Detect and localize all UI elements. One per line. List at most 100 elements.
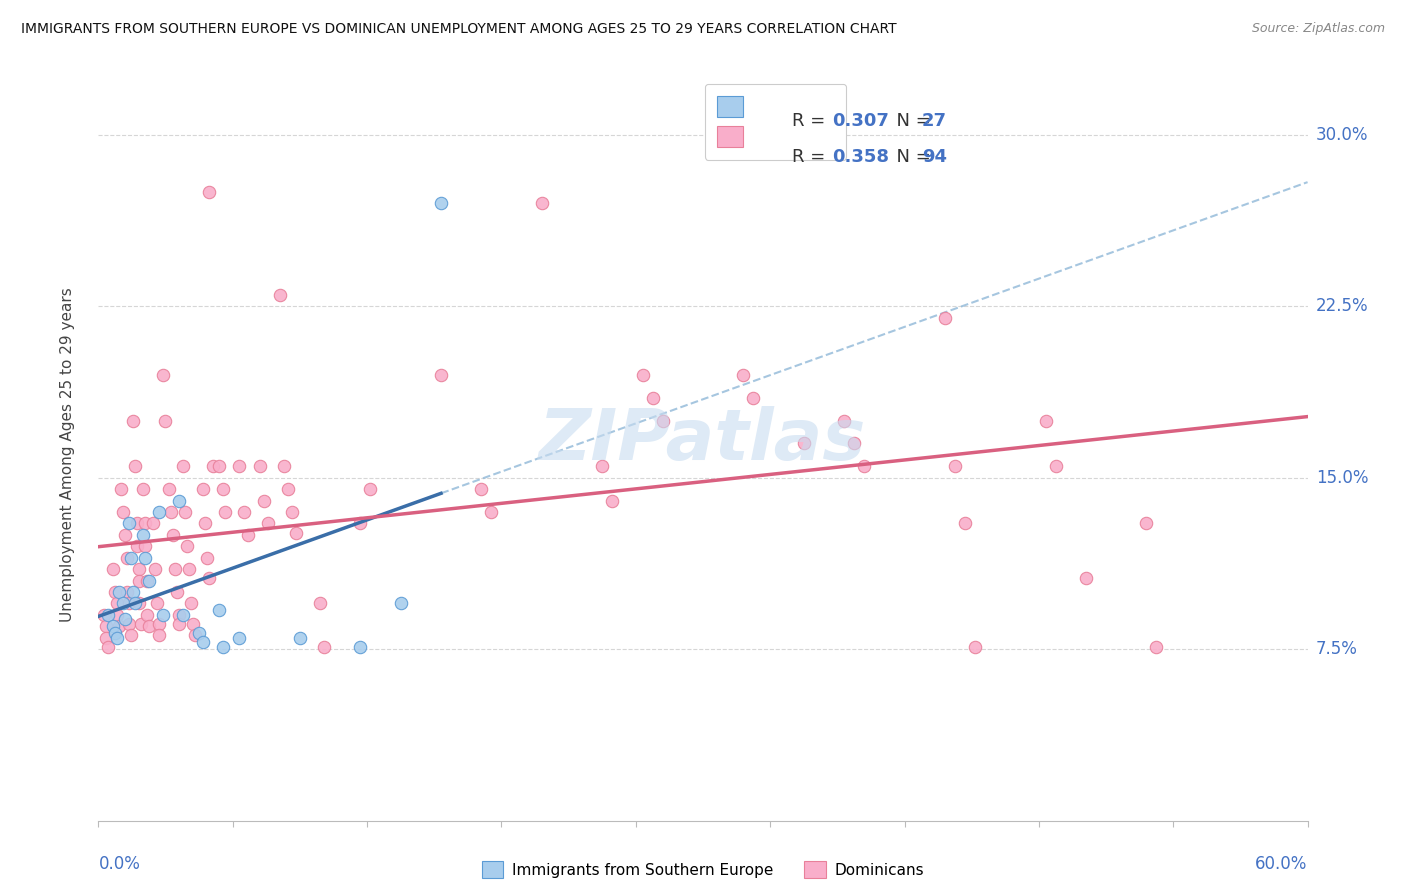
Point bbox=[97, 640, 120, 654]
Point bbox=[470, 482, 492, 496]
Point bbox=[208, 603, 231, 617]
Point bbox=[110, 482, 132, 496]
Text: R =: R = bbox=[793, 112, 831, 130]
Point bbox=[157, 482, 180, 496]
Point bbox=[481, 505, 503, 519]
Point bbox=[602, 493, 624, 508]
Text: R =: R = bbox=[793, 148, 831, 166]
Point bbox=[273, 459, 295, 474]
Point bbox=[733, 368, 755, 382]
Point bbox=[281, 505, 304, 519]
Point bbox=[853, 459, 876, 474]
Point bbox=[101, 562, 124, 576]
Y-axis label: Unemployment Among Ages 25 to 29 years: Unemployment Among Ages 25 to 29 years bbox=[60, 287, 75, 623]
Point bbox=[143, 562, 166, 576]
Point bbox=[148, 505, 170, 519]
Point bbox=[172, 607, 194, 622]
Text: N =: N = bbox=[886, 112, 936, 130]
Point bbox=[249, 459, 271, 474]
Text: 94: 94 bbox=[922, 148, 946, 166]
Point bbox=[107, 619, 129, 633]
Point bbox=[953, 516, 976, 531]
Point bbox=[138, 619, 160, 633]
Text: 0.358: 0.358 bbox=[832, 148, 889, 166]
Point bbox=[193, 635, 215, 649]
Point bbox=[167, 607, 190, 622]
Point bbox=[111, 505, 134, 519]
Point bbox=[214, 505, 236, 519]
Point bbox=[152, 368, 174, 382]
Point bbox=[212, 482, 235, 496]
Point bbox=[105, 597, 128, 611]
Point bbox=[176, 539, 198, 553]
Point bbox=[943, 459, 966, 474]
Text: 60.0%: 60.0% bbox=[1256, 855, 1308, 873]
Point bbox=[107, 585, 129, 599]
Point bbox=[1035, 414, 1057, 428]
Point bbox=[93, 607, 115, 622]
Point bbox=[128, 597, 150, 611]
Text: Source: ZipAtlas.com: Source: ZipAtlas.com bbox=[1251, 22, 1385, 36]
Point bbox=[188, 626, 211, 640]
Point bbox=[118, 516, 141, 531]
Point bbox=[349, 640, 371, 654]
Point bbox=[134, 550, 156, 565]
Point bbox=[114, 528, 136, 542]
Text: 0.307: 0.307 bbox=[832, 112, 889, 130]
Point bbox=[360, 482, 382, 496]
Point bbox=[114, 613, 136, 627]
Text: N =: N = bbox=[886, 148, 936, 166]
Point bbox=[934, 310, 956, 325]
Point bbox=[121, 585, 143, 599]
Point bbox=[1074, 571, 1097, 585]
Point bbox=[153, 414, 176, 428]
Point bbox=[132, 482, 155, 496]
Point bbox=[148, 617, 170, 632]
Point bbox=[148, 628, 170, 642]
Point bbox=[160, 505, 183, 519]
Point bbox=[118, 597, 141, 611]
Point bbox=[269, 288, 291, 302]
Point bbox=[430, 196, 453, 211]
Legend:               ,               : , bbox=[704, 84, 846, 160]
Point bbox=[103, 626, 125, 640]
Point bbox=[125, 516, 148, 531]
Point bbox=[181, 617, 204, 632]
Text: 7.5%: 7.5% bbox=[1316, 640, 1358, 658]
Point bbox=[118, 617, 141, 632]
Legend: Immigrants from Southern Europe, Dominicans: Immigrants from Southern Europe, Dominic… bbox=[475, 855, 931, 884]
Point bbox=[236, 528, 259, 542]
Point bbox=[631, 368, 654, 382]
Point bbox=[129, 617, 152, 632]
Point bbox=[135, 607, 157, 622]
Text: IMMIGRANTS FROM SOUTHERN EUROPE VS DOMINICAN UNEMPLOYMENT AMONG AGES 25 TO 29 YE: IMMIGRANTS FROM SOUTHERN EUROPE VS DOMIN… bbox=[21, 22, 897, 37]
Point bbox=[142, 516, 165, 531]
Point bbox=[253, 493, 276, 508]
Point bbox=[832, 414, 855, 428]
Text: 22.5%: 22.5% bbox=[1316, 297, 1368, 316]
Point bbox=[651, 414, 673, 428]
Point bbox=[134, 516, 156, 531]
Point bbox=[124, 597, 146, 611]
Text: 30.0%: 30.0% bbox=[1316, 126, 1368, 144]
Point bbox=[793, 436, 815, 450]
Text: 27: 27 bbox=[922, 112, 946, 130]
Point bbox=[288, 631, 311, 645]
Point bbox=[641, 391, 664, 405]
Point bbox=[256, 516, 278, 531]
Point bbox=[208, 459, 231, 474]
Point bbox=[103, 585, 125, 599]
Point bbox=[232, 505, 254, 519]
Point bbox=[174, 505, 197, 519]
Point bbox=[134, 539, 156, 553]
Point bbox=[212, 640, 235, 654]
Point bbox=[228, 459, 250, 474]
Point bbox=[162, 528, 184, 542]
Point bbox=[166, 585, 188, 599]
Point bbox=[179, 562, 201, 576]
Point bbox=[97, 607, 120, 622]
Point bbox=[105, 607, 128, 622]
Point bbox=[115, 550, 138, 565]
Text: ZIPatlas: ZIPatlas bbox=[540, 406, 866, 475]
Point bbox=[198, 571, 221, 585]
